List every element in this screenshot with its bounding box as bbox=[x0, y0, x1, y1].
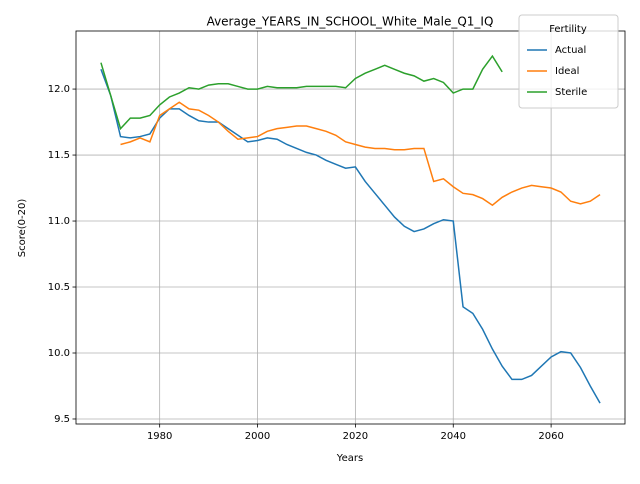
x-tick-label: 2020 bbox=[343, 431, 368, 442]
chart-title: Average_YEARS_IN_SCHOOL_White_Male_Q1_IQ bbox=[207, 15, 494, 29]
y-tick-label: 12.0 bbox=[48, 84, 70, 95]
x-tick-label: 2060 bbox=[538, 431, 563, 442]
y-tick-label: 9.5 bbox=[54, 414, 70, 425]
x-tick-label: 1980 bbox=[147, 431, 172, 442]
y-tick-label: 11.0 bbox=[48, 216, 70, 227]
x-tick-label: 2000 bbox=[245, 431, 270, 442]
legend-label: Ideal bbox=[555, 66, 579, 77]
y-tick-label: 10.5 bbox=[48, 282, 70, 293]
legend-box bbox=[518, 14, 619, 109]
legend-label: Sterile bbox=[555, 87, 587, 98]
line-series bbox=[100, 69, 601, 404]
x-axis-label: Years bbox=[336, 453, 363, 464]
plot-frame bbox=[75, 30, 626, 425]
legend-title: Fertility bbox=[549, 24, 587, 35]
line-series bbox=[100, 54, 503, 131]
y-axis-label: Score(0-20) bbox=[17, 199, 28, 258]
y-tick-label: 11.5 bbox=[48, 150, 70, 161]
line-series bbox=[120, 101, 601, 207]
x-tick-label: 2040 bbox=[441, 431, 466, 442]
legend-label: Actual bbox=[555, 45, 586, 56]
y-tick-label: 10.0 bbox=[48, 348, 70, 359]
legend: Fertility Actual Ideal Sterile bbox=[518, 14, 619, 109]
